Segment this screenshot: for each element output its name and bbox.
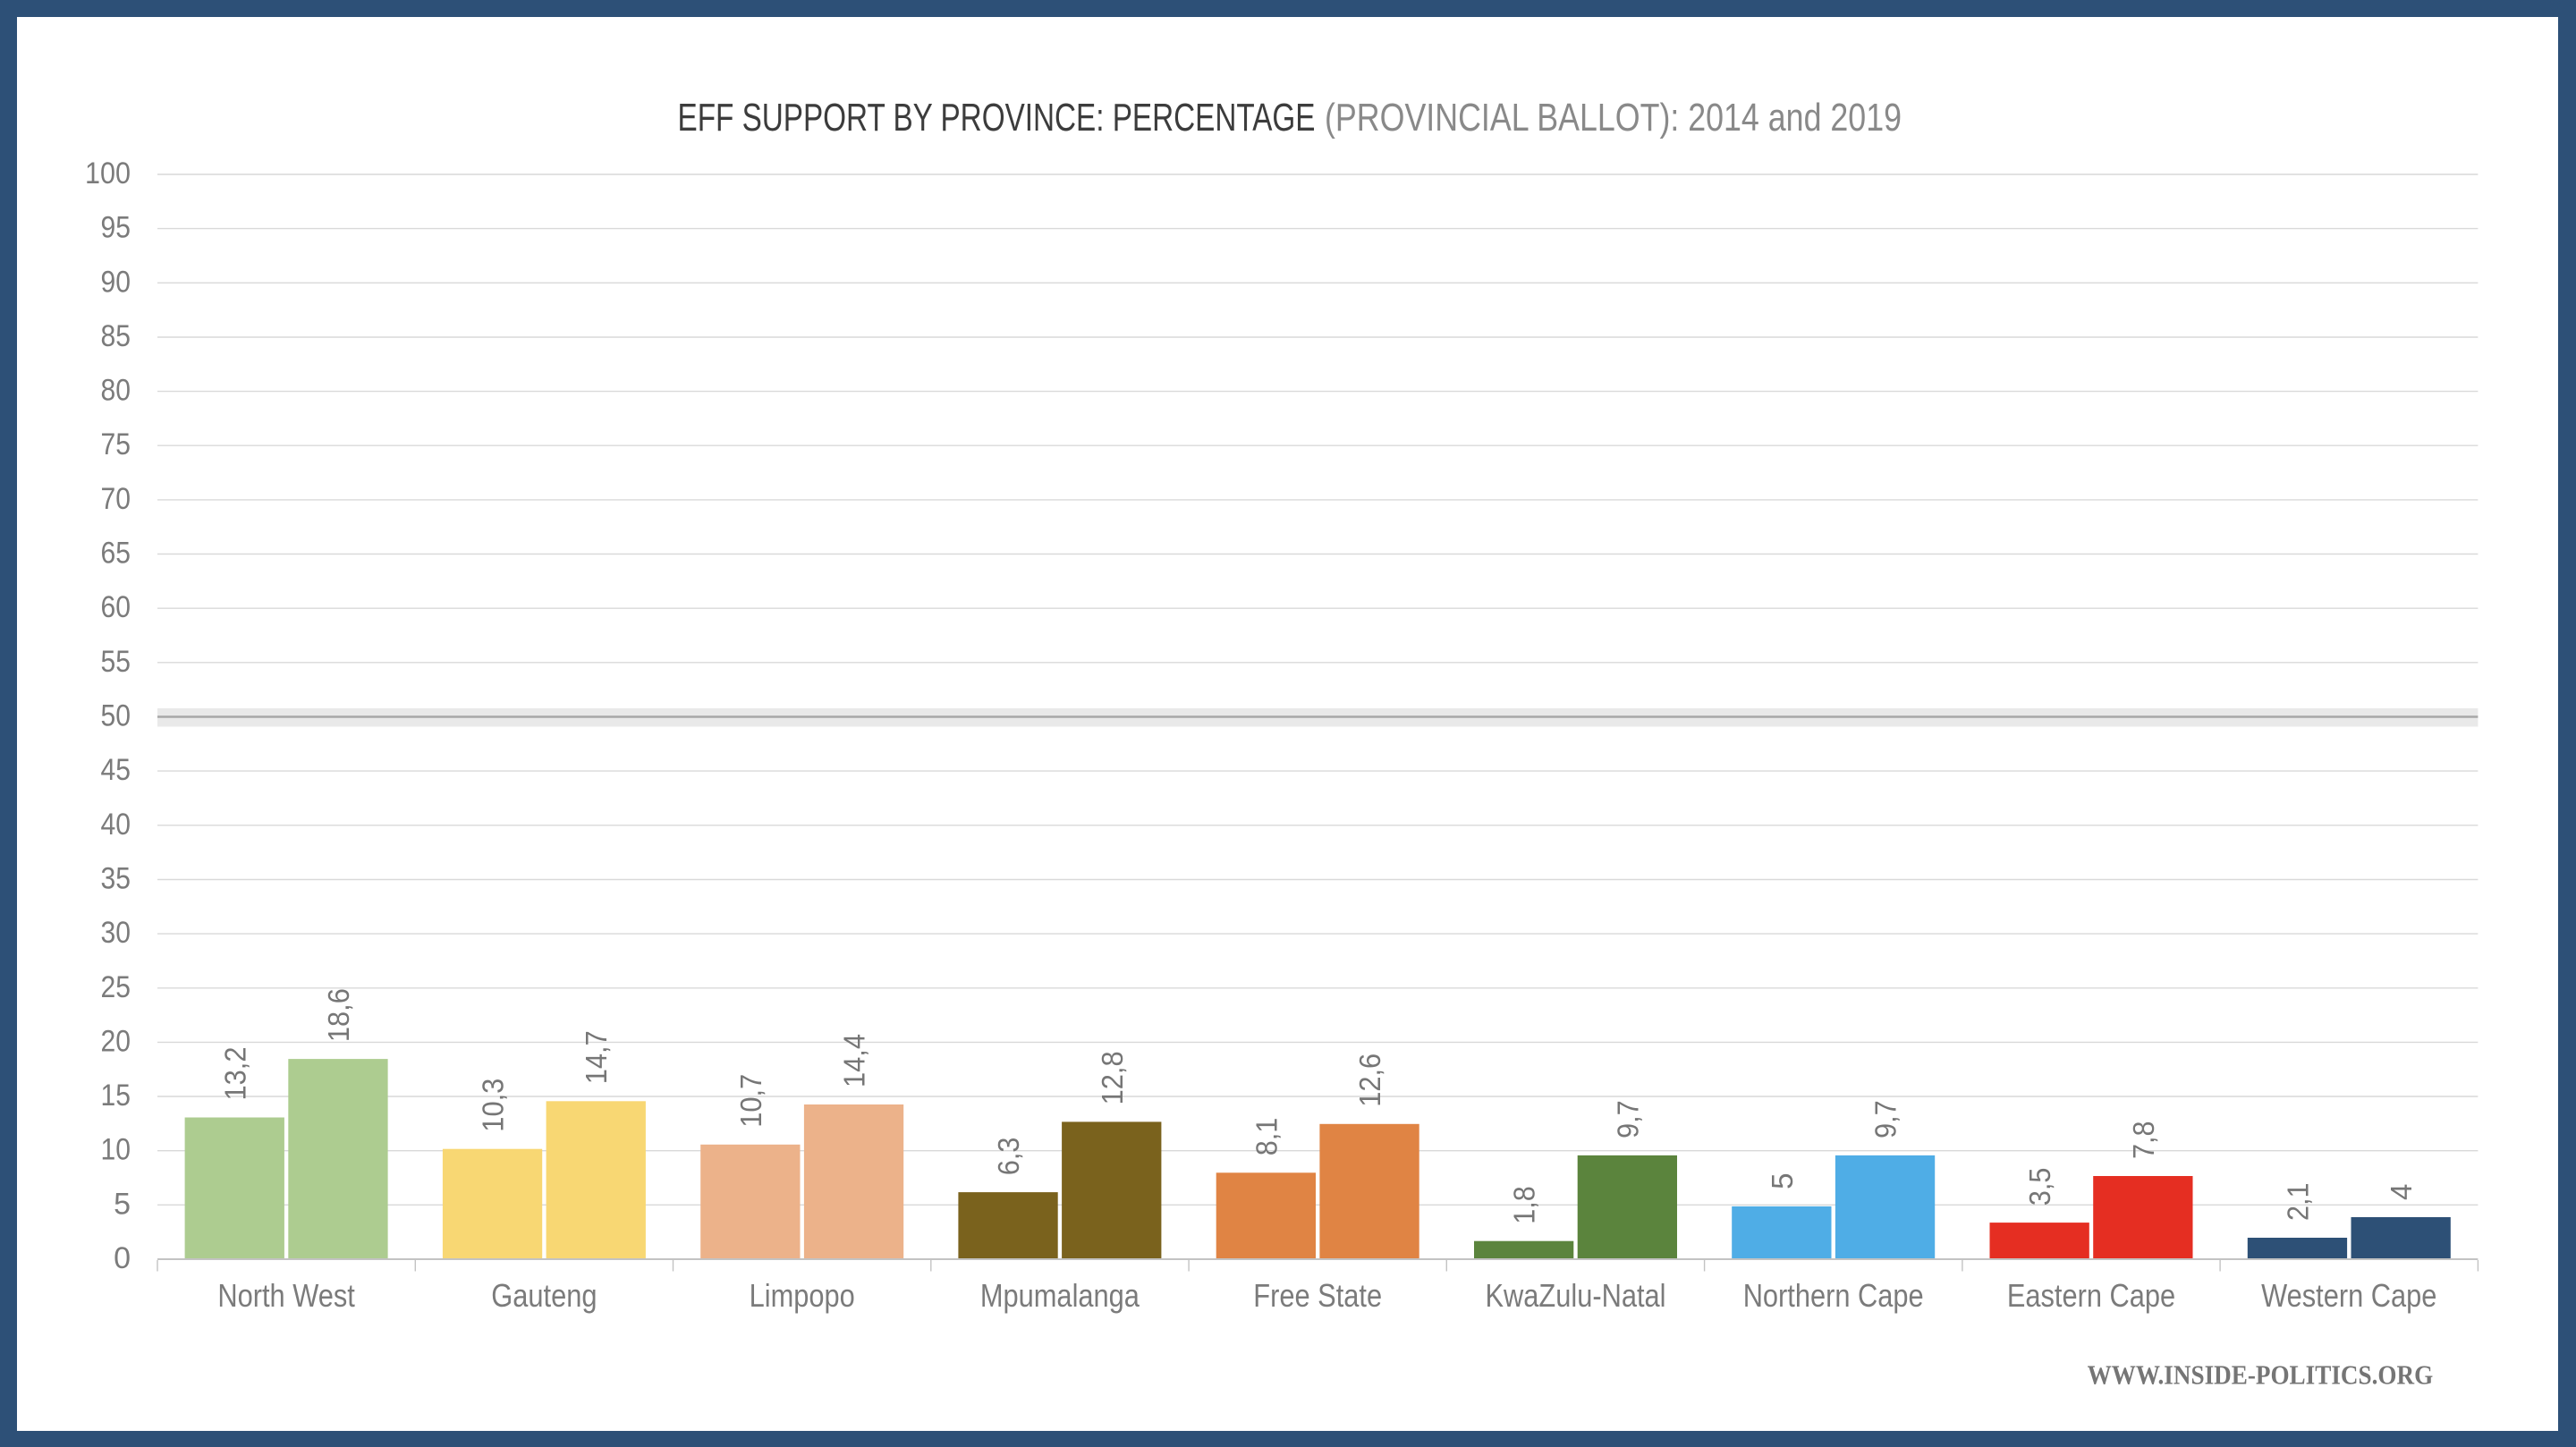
- svg-text:75: 75: [101, 427, 131, 461]
- svg-text:55: 55: [101, 645, 131, 679]
- svg-text:Free State: Free State: [1253, 1277, 1382, 1314]
- svg-text:10: 10: [101, 1133, 131, 1167]
- svg-text:Gauteng: Gauteng: [491, 1277, 597, 1314]
- svg-text:EFF SUPPORT BY PROVINCE: PERCE: EFF SUPPORT BY PROVINCE: PERCENTAGE (PROV…: [678, 96, 1902, 140]
- svg-text:18,6: 18,6: [322, 988, 355, 1042]
- svg-text:70: 70: [101, 482, 131, 516]
- svg-text:12,8: 12,8: [1096, 1051, 1129, 1104]
- svg-text:Northern Cape: Northern Cape: [1743, 1277, 1924, 1314]
- svg-text:Western Cape: Western Cape: [2261, 1277, 2436, 1314]
- svg-text:WWW.INSIDE-POLITICS.ORG: WWW.INSIDE-POLITICS.ORG: [2088, 1359, 2434, 1391]
- svg-text:14,7: 14,7: [580, 1030, 613, 1084]
- svg-text:14,4: 14,4: [838, 1034, 871, 1087]
- svg-text:6,3: 6,3: [992, 1138, 1025, 1176]
- svg-text:85: 85: [101, 319, 131, 353]
- svg-text:13,2: 13,2: [218, 1047, 251, 1101]
- svg-text:20: 20: [101, 1024, 131, 1058]
- svg-text:1,8: 1,8: [1508, 1186, 1541, 1224]
- svg-text:5: 5: [1766, 1173, 1799, 1189]
- svg-text:3,5: 3,5: [2023, 1168, 2056, 1206]
- svg-text:5: 5: [114, 1187, 131, 1221]
- svg-text:9,7: 9,7: [1611, 1100, 1644, 1138]
- svg-text:4: 4: [2385, 1184, 2418, 1200]
- svg-text:Eastern Cape: Eastern Cape: [2007, 1277, 2175, 1314]
- svg-text:25: 25: [101, 970, 131, 1004]
- svg-text:9,7: 9,7: [1869, 1100, 1902, 1138]
- svg-text:90: 90: [101, 265, 131, 299]
- svg-text:10,3: 10,3: [477, 1079, 510, 1132]
- svg-text:KwaZulu-Natal: KwaZulu-Natal: [1486, 1277, 1666, 1314]
- svg-text:2,1: 2,1: [2281, 1183, 2314, 1222]
- svg-text:60: 60: [101, 590, 131, 624]
- svg-text:10,7: 10,7: [734, 1074, 767, 1128]
- svg-text:8,1: 8,1: [1250, 1118, 1283, 1156]
- svg-text:80: 80: [101, 374, 131, 408]
- svg-text:40: 40: [101, 808, 131, 842]
- svg-text:North West: North West: [217, 1277, 355, 1314]
- svg-text:15: 15: [101, 1079, 131, 1113]
- svg-text:65: 65: [101, 537, 131, 571]
- svg-text:50: 50: [101, 699, 131, 733]
- svg-text:12,6: 12,6: [1353, 1054, 1386, 1107]
- svg-text:30: 30: [101, 916, 131, 950]
- svg-text:45: 45: [101, 753, 131, 787]
- svg-text:7,8: 7,8: [2127, 1121, 2160, 1160]
- svg-text:35: 35: [101, 862, 131, 896]
- svg-text:100: 100: [85, 157, 131, 190]
- svg-text:Limpopo: Limpopo: [750, 1277, 855, 1314]
- svg-text:0: 0: [114, 1241, 131, 1275]
- svg-text:Mpumalanga: Mpumalanga: [980, 1277, 1140, 1314]
- svg-text:95: 95: [101, 211, 131, 245]
